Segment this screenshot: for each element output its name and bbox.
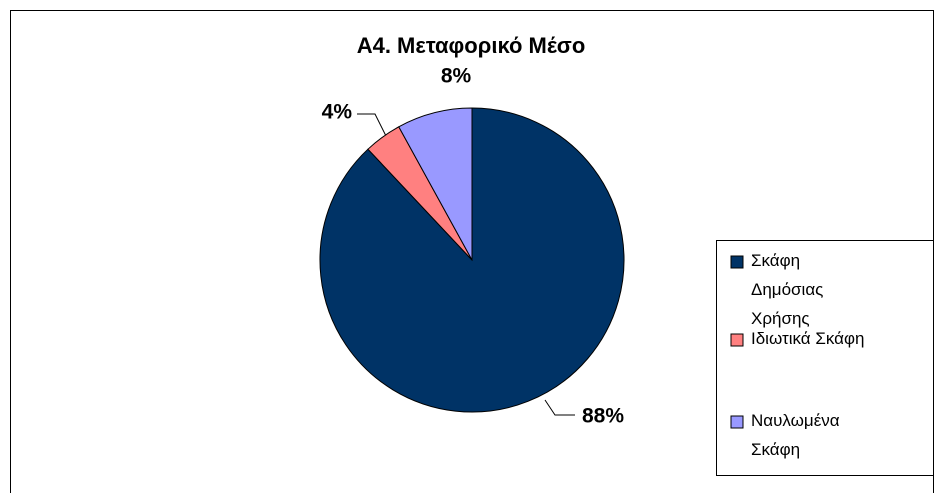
leader-line (544, 399, 575, 416)
legend-swatch (730, 255, 744, 269)
legend-label: Ναυλωμένα Σκάφη (751, 411, 840, 459)
pie-slice (319, 107, 625, 413)
legend-swatch (730, 415, 744, 429)
data-label: 4% (322, 101, 353, 124)
legend-box (716, 240, 934, 476)
legend-label: Ιδιωτικά Σκάφη (751, 329, 864, 348)
data-label: 8% (441, 65, 472, 88)
pie-slice (398, 107, 473, 261)
leader-line (357, 113, 387, 137)
legend-swatch (730, 333, 744, 347)
legend-label: Σκάφη Δημόσιας Χρήσης (751, 251, 823, 328)
chart-title: A4. Μεταφορικό Μέσο (357, 33, 586, 58)
data-label: 88% (582, 405, 624, 428)
